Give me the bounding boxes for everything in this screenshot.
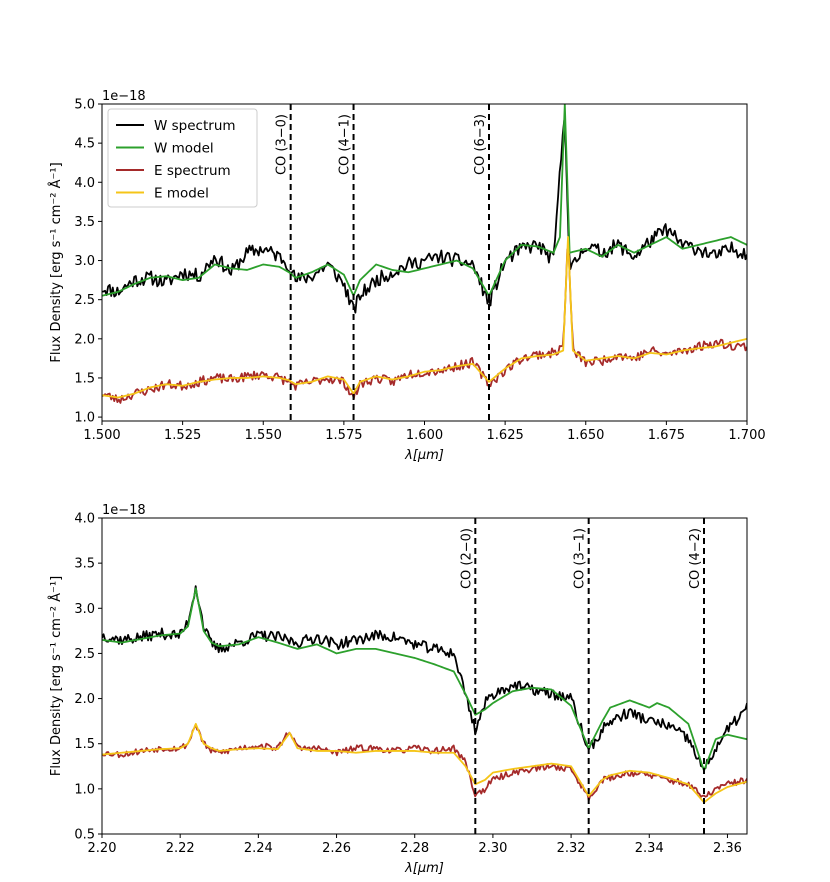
y-axis-label: Flux Density [erg s⁻¹ cm⁻² Å⁻¹]: [48, 162, 64, 362]
legend: W spectrum W model E spectrum E model: [107, 108, 258, 208]
y-tick-label: 3.5: [74, 215, 95, 230]
legend-box: [107, 108, 258, 208]
y-tick-label: 1.0: [74, 411, 95, 426]
plot-area: [102, 104, 747, 404]
x-tick-label: 2.36: [713, 841, 742, 856]
y-tick-label: 3.0: [74, 602, 95, 617]
x-tick-label: 1.700: [728, 428, 765, 443]
x-tick-label: 1.500: [83, 428, 120, 443]
y-tick-label: 0.5: [74, 828, 95, 843]
marker-label-2: CO (3−1): [573, 528, 588, 589]
x-tick-label: 2.22: [166, 841, 195, 856]
y-tick-label: 1.5: [74, 737, 95, 752]
y-tick-label: 1.5: [74, 371, 95, 386]
legend-label-w-spectrum: W spectrum: [154, 118, 236, 134]
marker-label-3: CO (4−2): [688, 528, 703, 589]
series-line-e-model: [102, 722, 747, 804]
x-tick-label: 2.26: [322, 841, 351, 856]
marker-label-1: CO (3−0): [275, 114, 290, 175]
x-tick-label: 1.600: [406, 428, 443, 443]
y-tick-label: 2.5: [74, 647, 95, 662]
x-tick-label: 2.24: [244, 841, 273, 856]
y-tick-label: 4.0: [74, 176, 95, 191]
series-line-e-spectrum: [102, 248, 747, 404]
x-tick-label: 1.550: [245, 428, 282, 443]
y-tick-label: 4.5: [74, 137, 95, 152]
legend-label-e-spectrum: E spectrum: [154, 163, 231, 179]
legend-label-e-model: E model: [154, 186, 209, 202]
axes-frame: [101, 517, 748, 835]
x-tick-label: 2.32: [557, 841, 586, 856]
offset-text: 1e−18: [102, 503, 146, 518]
y-tick-label: 2.0: [74, 692, 95, 707]
y-tick-label: 2.5: [74, 293, 95, 308]
y-tick-label: 3.5: [74, 557, 95, 572]
series-line-e-spectrum: [102, 723, 747, 802]
series-line-w-spectrum: [102, 585, 747, 770]
x-axis-label: λ[μm]: [404, 448, 444, 463]
series-line-e-model: [102, 236, 747, 399]
y-axis-label: Flux Density [erg s⁻¹ cm⁻² Å⁻¹]: [48, 576, 64, 776]
y-tick-label: 2.0: [74, 332, 95, 347]
series-line-w-spectrum: [102, 119, 747, 314]
x-tick-label: 2.30: [478, 841, 507, 856]
chart-2: CO (2−0) CO (3−1) CO (4−2) 2.20 2.22 2.24 2.26…: [48, 503, 748, 876]
x-tick-label: 2.34: [635, 841, 664, 856]
x-tick-label: 1.675: [648, 428, 685, 443]
x-tick-label: 1.625: [487, 428, 524, 443]
y-tick-label: 4.0: [74, 512, 95, 527]
series-line-w-model: [102, 104, 747, 297]
x-tick-label: 1.650: [567, 428, 604, 443]
plot-area: [102, 585, 747, 804]
marker-label-1: CO (2−0): [459, 528, 474, 589]
series-line-w-model: [102, 587, 747, 772]
x-axis-label: λ[μm]: [404, 861, 444, 876]
marker-label-2: CO (4−1): [338, 114, 353, 175]
marker-label-3: CO (6−3): [473, 114, 488, 175]
y-tick-label: 1.0: [74, 782, 95, 797]
x-tick-label: 2.28: [400, 841, 429, 856]
x-tick-label: 1.575: [325, 428, 362, 443]
offset-text: 1e−18: [102, 89, 146, 104]
legend-label-w-model: W model: [154, 141, 214, 157]
x-tick-label: 1.525: [164, 428, 201, 443]
chart-1: CO (3−0) CO (4−1) CO (6−3) 1.500 1.525 1.550 1…: [48, 89, 766, 463]
y-tick-label: 3.0: [74, 254, 95, 269]
x-tick-label: 2.20: [88, 841, 117, 856]
y-tick-label: 5.0: [74, 98, 95, 113]
